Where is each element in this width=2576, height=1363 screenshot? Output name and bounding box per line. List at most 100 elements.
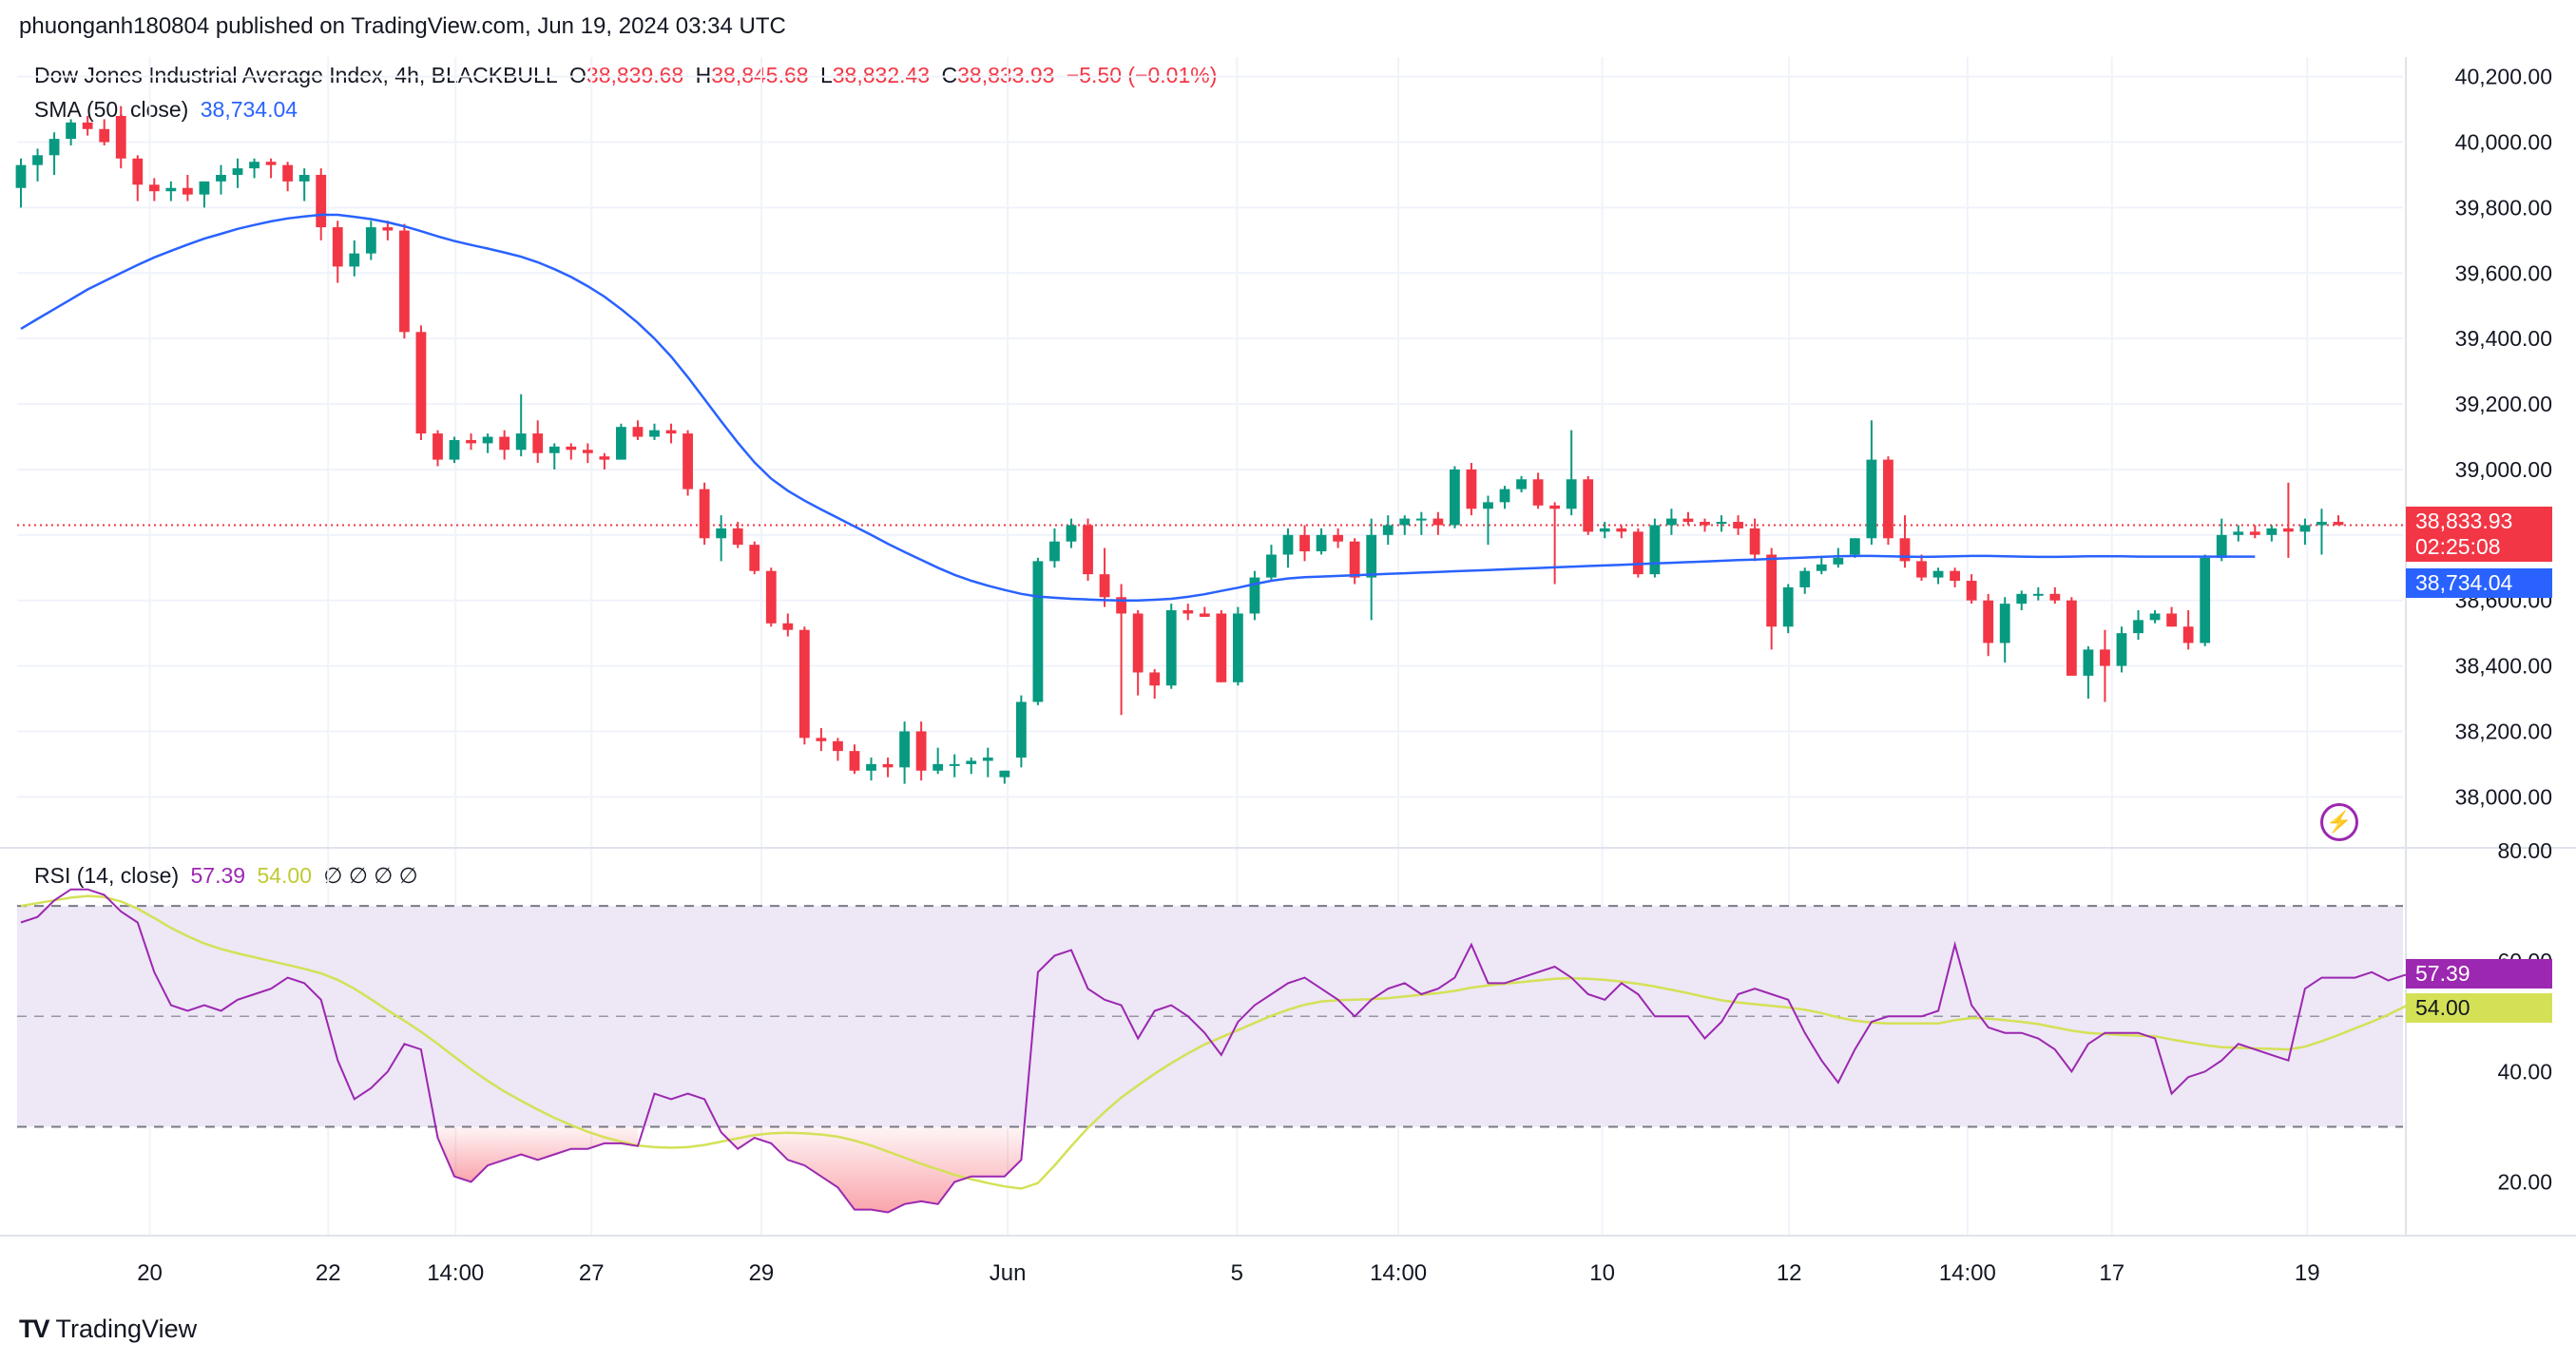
candle [1866, 420, 1877, 546]
candle-body [2066, 600, 2077, 676]
candle [365, 221, 376, 260]
candle [1499, 486, 1510, 509]
candle [2282, 482, 2294, 558]
candle [282, 162, 294, 192]
candle-body [1866, 459, 1877, 539]
candle-body [48, 139, 60, 156]
candle-body [1932, 570, 1944, 578]
candle-body [732, 528, 743, 546]
rsi-ma-tag: 54.00 [2406, 993, 2552, 1023]
candle-body [1549, 505, 1561, 509]
candle [1366, 518, 1377, 621]
candle-body [882, 763, 894, 768]
candle-body [2116, 633, 2127, 666]
candle-body [1333, 534, 1344, 542]
candle-body [148, 184, 160, 192]
brand-name: TradingView [55, 1315, 198, 1343]
candle-body [316, 174, 327, 228]
candle-body [265, 162, 277, 165]
candle [466, 433, 476, 451]
candle-body [1716, 522, 1727, 525]
candle-body [1782, 586, 1794, 627]
candle [1966, 574, 1977, 605]
candle-body [649, 430, 660, 437]
price-change: −5.50 (−0.01%) [1066, 63, 1218, 87]
sma-series [20, 213, 2256, 602]
candle-body [165, 187, 177, 192]
candle-body [1532, 479, 1544, 506]
candle [982, 747, 993, 777]
candle [932, 747, 944, 775]
candle [2066, 597, 2077, 676]
last-price-tag: 38,833.93 02:25:08 [2406, 507, 2552, 562]
y-tick-label: 39,000.00 [2455, 457, 2552, 482]
candle [548, 443, 560, 470]
candle-body [716, 528, 727, 539]
y-tick-label: 40,200.00 [2455, 65, 2552, 89]
candle [2299, 518, 2311, 546]
candle-body [382, 227, 394, 231]
candle [1049, 528, 1060, 568]
rsi-oversold-fill [721, 1126, 1022, 1213]
candle-body [66, 122, 77, 140]
candle-body [332, 227, 343, 267]
candle-body [2316, 522, 2327, 526]
candle [1532, 472, 1544, 509]
candle-body [849, 751, 860, 771]
candle [1066, 518, 1077, 548]
candle [1999, 597, 2010, 663]
candle-body [1032, 561, 1044, 702]
candle-body [499, 436, 510, 451]
y-tick-label: 40,000.00 [2455, 130, 2552, 155]
candle-body [99, 128, 110, 143]
candle [949, 754, 960, 777]
candle [1232, 606, 1243, 686]
candle-body [782, 623, 794, 630]
rsi-label: RSI (14, close) [34, 863, 180, 888]
candle [2032, 586, 2044, 601]
candle-body [1299, 534, 1310, 552]
last-price: 38,833.93 [2415, 509, 2513, 533]
publisher-line: phuonganh180804 published on TradingView… [19, 13, 786, 39]
candle [1666, 509, 1677, 535]
candle-body [2032, 593, 2044, 596]
candle-body [1583, 479, 1594, 532]
symbol-title[interactable]: Dow Jones Industrial Average Index, 4h, … [34, 63, 558, 87]
candle-body [199, 181, 210, 195]
candle [1015, 695, 1027, 768]
candle [1249, 570, 1260, 621]
candle [2216, 518, 2227, 562]
y-tick-label: 38,200.00 [2455, 719, 2552, 743]
candle-body [1382, 525, 1394, 535]
rsi-tick-label: 20.00 [2497, 1170, 2552, 1195]
candle-body [1349, 541, 1360, 578]
candle-body [798, 629, 810, 739]
candle [2116, 626, 2127, 673]
candle [582, 443, 593, 464]
candle [2200, 554, 2211, 646]
rsi-tag: 57.39 [2406, 959, 2552, 989]
candle [2249, 525, 2260, 539]
candle-body [932, 763, 944, 771]
rsi-value: 57.39 [190, 863, 246, 888]
candle-body [899, 731, 910, 768]
candle-body [1799, 570, 1811, 587]
candle-body [616, 427, 626, 460]
rsi-legend[interactable]: RSI (14, close) 57.39 54.00 ∅ ∅ ∅ ∅ [34, 863, 424, 889]
candle-body [2133, 620, 2143, 634]
lightning-icon[interactable]: ⚡ [2320, 803, 2358, 841]
candle [115, 106, 126, 169]
candle [1399, 515, 1411, 535]
candle-body [1883, 459, 1894, 539]
candle-body [349, 253, 360, 267]
y-tick-label: 38,000.00 [2455, 784, 2552, 809]
candle-body [1466, 469, 1477, 509]
candle [665, 423, 677, 444]
candle-body [466, 439, 476, 444]
candle-body [433, 433, 443, 460]
candlestick-series [15, 106, 2344, 784]
sma-legend[interactable]: SMA (50, close) 38,734.04 [34, 97, 303, 123]
candle [415, 325, 427, 440]
candle-body [1666, 518, 1677, 526]
